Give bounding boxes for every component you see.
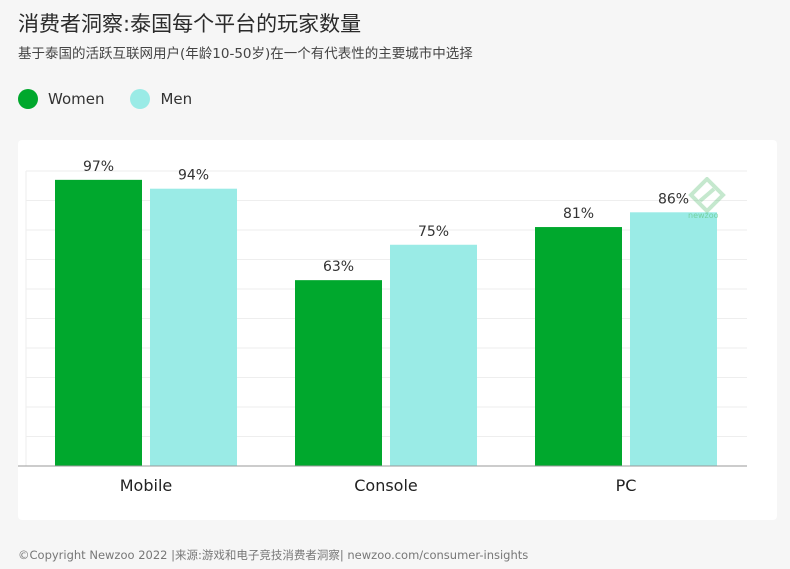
legend-label-men: Men xyxy=(160,90,193,108)
bar-men-console xyxy=(390,244,477,466)
legend-swatch-women xyxy=(18,89,38,109)
bar-men-mobile xyxy=(150,188,237,466)
legend-item-women[interactable]: Women xyxy=(18,89,104,109)
chart-title: 消费者洞察:泰国每个平台的玩家数量 xyxy=(18,12,362,36)
bar-women-mobile xyxy=(55,179,142,466)
data-label-men-pc: 86% xyxy=(658,191,689,207)
newzoo-logo-icon xyxy=(688,177,726,214)
x-tick-label-mobile: Mobile xyxy=(120,476,172,495)
legend-item-men[interactable]: Men xyxy=(130,89,192,109)
chart-card: 97% 94% Mobile 63% 75% Console 81% 86% PC xyxy=(18,140,777,520)
data-label-men-console: 75% xyxy=(418,224,449,240)
bar-women-pc xyxy=(535,227,622,466)
x-tick-label-console: Console xyxy=(354,476,418,495)
legend-label-women: Women xyxy=(48,90,105,108)
legend: Women Men xyxy=(18,89,192,109)
data-label-men-mobile: 94% xyxy=(178,168,209,184)
chart-subtitle: 基于泰国的活跃互联网用户(年龄10-50岁)在一个有代表性的主要城市中选择 xyxy=(18,46,473,62)
bar-women-console xyxy=(295,280,382,466)
data-label-women-console: 63% xyxy=(323,259,354,275)
data-label-women-pc: 81% xyxy=(563,206,594,222)
bar-chart: 97% 94% Mobile 63% 75% Console 81% 86% PC xyxy=(18,159,747,495)
newzoo-watermark-text: newzoo xyxy=(688,211,719,220)
x-tick-label-pc: PC xyxy=(616,476,637,495)
bar-men-pc xyxy=(630,212,717,466)
data-label-women-mobile: 97% xyxy=(83,159,114,175)
footer-copyright: ©Copyright Newzoo 2022 |来源:游戏和电子竞技消费者洞察|… xyxy=(18,548,529,562)
legend-swatch-men xyxy=(130,89,151,109)
